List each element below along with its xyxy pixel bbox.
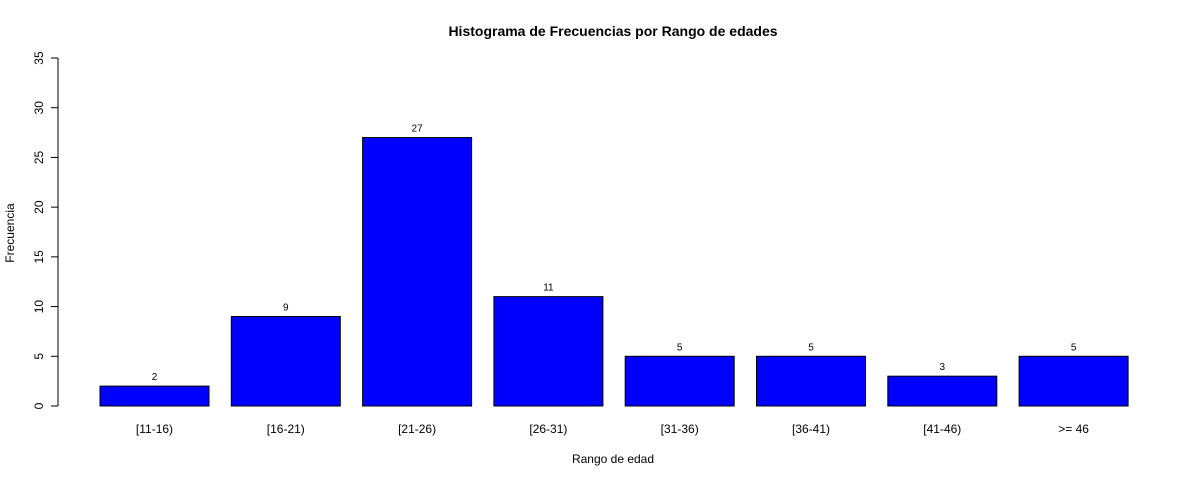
bar [362,137,473,407]
y-tick-label: 20 [32,200,46,214]
x-tick-label: [11-16) [136,422,173,436]
bar-value-label: 3 [940,362,946,373]
y-tick-label: 30 [32,101,46,115]
bar-value-label: 11 [543,283,554,294]
y-tick-label: 15 [32,250,46,264]
bar [230,316,341,407]
bar-value-label: 2 [152,372,158,383]
bar [887,375,998,407]
y-tick-label: 25 [32,150,46,164]
chart-title: Histograma de Frecuencias por Rango de e… [448,23,777,39]
bar-value-label: 5 [808,342,814,353]
bar-value-label: 27 [412,124,424,135]
y-tick-label: 10 [32,300,46,314]
x-tick-label: >= 46 [1058,422,1089,436]
y-axis-title: Frecuencia [3,203,17,263]
x-tick-label: [21-26) [398,422,436,436]
x-tick-label: [31-36) [661,422,699,436]
y-axis: 0 5 10 15 20 25 30 35 [32,51,59,409]
bar-value-label: 9 [283,303,289,314]
x-axis-title: Rango de edad [572,452,654,466]
data-labels: 2 9 27 11 5 5 3 5 [152,124,1077,384]
bar-value-label: 5 [677,342,683,353]
x-tick-label: [36-41) [792,422,830,436]
bar [99,385,210,407]
bar [756,355,866,407]
x-axis-tick-labels: [11-16) [16-21) [21-26) [26-31) [31-36) [36-4… [136,422,1089,436]
bar [1018,355,1129,407]
x-tick-label: [26-31) [529,422,567,436]
bar-value-label: 5 [1071,342,1077,353]
y-tick-label: 35 [32,51,46,65]
y-tick-label: 0 [32,402,46,409]
bars [99,137,1129,407]
bar [493,296,604,407]
bar [624,355,735,407]
y-tick-label: 5 [32,353,46,360]
x-tick-label: [16-21) [267,422,305,436]
x-tick-label: [41-46) [923,422,961,436]
